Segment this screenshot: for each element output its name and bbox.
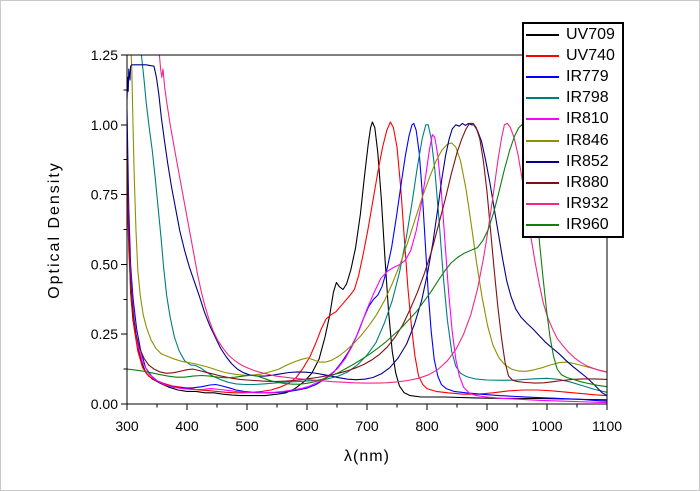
legend-item-IR798: IR798 <box>526 89 622 107</box>
legend-box: UV709 UV740 IR779 IR798 IR810 IR846 IR852 IR880… <box>522 22 624 238</box>
legend-label: IR798 <box>566 89 609 107</box>
curve-UV709 <box>127 121 607 401</box>
y-axis-title: Optical Density <box>46 161 63 299</box>
legend-label: IR932 <box>566 195 609 213</box>
legend-color-line <box>526 75 559 78</box>
legend-label: UV709 <box>566 25 615 43</box>
x-tick-label: 1000 <box>531 418 562 434</box>
legend-item-IR810: IR810 <box>526 110 622 128</box>
legend-color-line <box>526 181 559 184</box>
spectra-curves <box>127 55 607 404</box>
legend-color-line <box>526 139 559 142</box>
legend-label: IR779 <box>566 67 609 85</box>
y-tick-label: 0.00 <box>91 396 118 412</box>
x-tick-label: 400 <box>175 418 199 434</box>
curve-IR810 <box>127 134 607 404</box>
curve-IR846 <box>130 55 607 376</box>
legend-item-UV740: UV740 <box>526 47 622 65</box>
x-tick-label: 300 <box>115 418 139 434</box>
legend-item-IR846: IR846 <box>526 132 622 150</box>
x-tick-label: 1100 <box>592 418 622 434</box>
legend-label: UV740 <box>566 46 615 64</box>
legend-item-IR779: IR779 <box>526 68 622 86</box>
curve-IR932 <box>158 55 607 384</box>
legend-color-line <box>526 160 559 163</box>
legend-color-line <box>526 33 559 36</box>
x-tick-label: 900 <box>475 418 499 434</box>
y-tick-label: 1.25 <box>91 47 118 63</box>
x-tick-label: 600 <box>295 418 319 434</box>
y-tick-label: 0.50 <box>91 256 118 272</box>
y-tick-label: 1.00 <box>91 117 118 133</box>
legend-color-line <box>526 224 559 227</box>
x-tick-label: 500 <box>235 418 259 434</box>
x-axis-title: λ(nm) <box>344 448 390 465</box>
legend-item-IR880: IR880 <box>526 174 622 192</box>
legend-label: IR852 <box>566 152 609 170</box>
legend-label: IR960 <box>566 216 609 234</box>
legend-item-IR960: IR960 <box>526 216 622 234</box>
legend-label: IR846 <box>566 131 609 149</box>
y-tick-label: 0.75 <box>91 187 118 203</box>
legend-color-line <box>526 118 559 121</box>
legend-item-IR852: IR852 <box>526 153 622 171</box>
curve-IR798 <box>140 55 607 393</box>
curve-IR880 <box>127 122 607 384</box>
legend-color-line <box>526 203 559 206</box>
legend-label: IR810 <box>566 110 609 128</box>
x-tick-label: 700 <box>355 418 379 434</box>
legend-label: IR880 <box>566 173 609 191</box>
x-tick-label: 800 <box>415 418 439 434</box>
curve-IR852 <box>127 64 607 397</box>
legend-item-IR932: IR932 <box>526 195 622 213</box>
legend-color-line <box>526 54 559 57</box>
legend-item-UV709: UV709 <box>526 26 622 44</box>
curve-IR960 <box>127 124 607 388</box>
y-tick-label: 0.25 <box>91 326 118 342</box>
legend-color-line <box>526 97 559 100</box>
